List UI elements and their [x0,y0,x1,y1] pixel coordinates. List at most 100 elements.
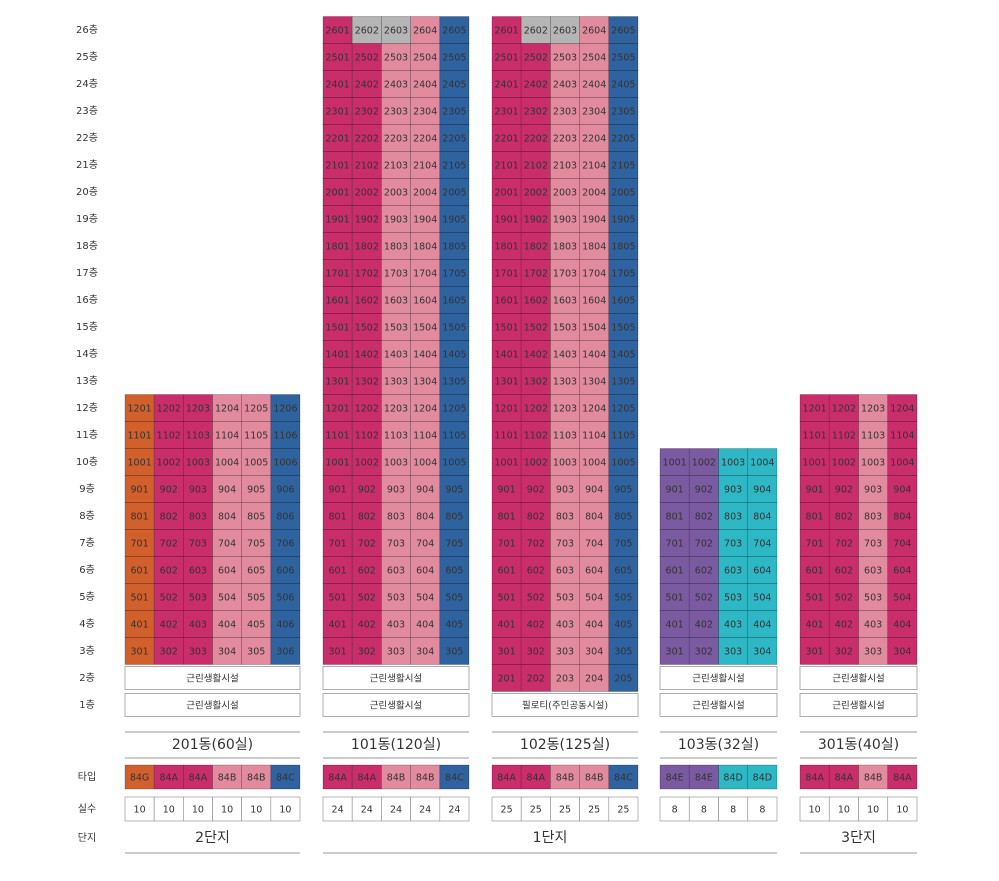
unit-number: 1801 [495,242,519,253]
unit-number: 903 [387,485,405,496]
unit-number: 504 [753,593,771,604]
unit-cell [270,583,301,611]
unit-number: 1101 [803,431,827,442]
unit-number: 706 [276,539,294,550]
facility-label: 근린생활시설 [692,673,744,685]
unit-cell [381,529,411,557]
unit-number: 402 [527,620,545,631]
unit-number: 604 [753,566,771,577]
type-cell [439,764,470,790]
unit-cell [828,637,859,665]
unit-cell [579,583,610,611]
unit-number: 1902 [524,215,548,226]
unit-cell [322,151,353,179]
unit-number: 1405 [611,350,635,361]
unit-cell [183,583,213,611]
unit-number: 305 [614,647,632,658]
unit-number: 2405 [442,80,466,91]
unit-cell [124,475,155,503]
unit-number: 502 [835,593,853,604]
unit-number: 2104 [582,161,606,172]
unit-cell [608,340,639,368]
unit-number: 203 [556,674,574,685]
unit-cell [688,583,719,611]
type-cell [322,764,353,790]
count-cell [688,796,719,822]
unit-cell [183,610,213,638]
unit-cell [439,313,470,341]
type-cell [608,764,639,790]
unit-number: 801 [498,512,516,523]
unit-number: 605 [614,566,632,577]
unit-number: 2602 [355,26,379,37]
facility-cell [124,693,301,717]
unit-number: 801 [131,512,149,523]
floor-label: 25층 [76,51,98,63]
unit-number: 604 [218,566,236,577]
unit-cell [608,259,639,287]
unit-number: 303 [724,647,742,658]
unit-number: 1303 [553,377,577,388]
unit-number: 504 [585,593,603,604]
type-label: 84A [159,773,178,784]
unit-number: 705 [614,539,632,550]
unit-cell [381,124,411,152]
type-label: 84D [753,773,772,784]
count-cell [659,796,690,822]
unit-cell [153,421,184,449]
type-label: 84A [358,773,377,784]
unit-number: 401 [666,620,684,631]
unit-cell [659,448,690,476]
unit-number: 703 [556,539,574,550]
unit-number: 1001 [495,458,519,469]
unit-number: 902 [695,485,713,496]
unit-number: 1601 [326,296,350,307]
unit-number: 704 [416,539,434,550]
unit-cell [520,178,551,206]
unit-cell [550,232,580,260]
unit-number: 402 [358,620,376,631]
unit-number: 1705 [611,269,635,280]
unit-number: 2305 [611,107,635,118]
unit-cell [322,178,353,206]
unit-cell [718,529,749,557]
unit-number: 304 [585,647,603,658]
unit-number: 2305 [442,107,466,118]
unit-cell [579,232,610,260]
unit-cell [747,610,778,638]
unit-number: 602 [358,566,376,577]
unit-number: 2502 [524,53,548,64]
unit-cell [579,16,610,44]
unit-number: 1201 [326,404,350,415]
count-label: 8 [730,805,736,816]
unit-cell [410,97,441,125]
unit-cell [491,313,522,341]
unit-number: 902 [160,485,178,496]
unit-cell [381,313,411,341]
unit-cell [270,475,301,503]
unit-number: 702 [160,539,178,550]
unit-cell [410,556,441,584]
unit-cell [550,16,580,44]
unit-cell [183,502,213,530]
count-label: 8 [759,805,765,816]
floor-label: 15층 [76,321,98,333]
unit-cell [520,475,551,503]
unit-number: 303 [864,647,882,658]
unit-cell [550,151,580,179]
unit-number: 504 [893,593,911,604]
unit-cell [520,313,551,341]
unit-number: 1802 [524,242,548,253]
floor-label: 9층 [79,483,95,495]
unit-number: 902 [358,485,376,496]
count-label: 24 [361,805,373,816]
unit-number: 302 [527,647,545,658]
unit-number: 303 [556,647,574,658]
unit-number: 704 [893,539,911,550]
unit-cell [747,448,778,476]
unit-cell [410,43,441,71]
unit-cell [608,124,639,152]
unit-cell [241,637,272,665]
unit-cell [608,70,639,98]
unit-cell [579,637,610,665]
